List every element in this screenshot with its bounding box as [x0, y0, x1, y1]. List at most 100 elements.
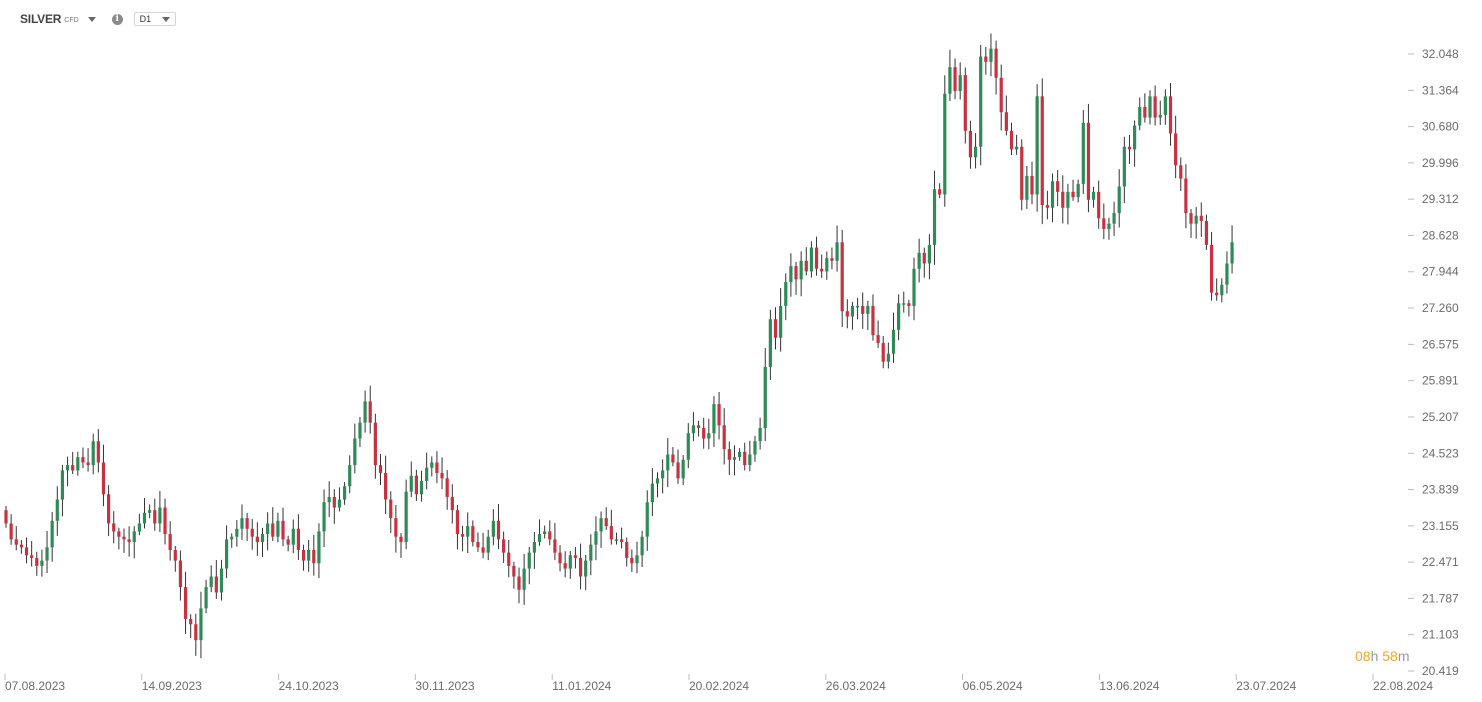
candle-219[interactable] [1127, 134, 1132, 165]
candle-151[interactable] [779, 288, 783, 352]
candle-193[interactable] [994, 40, 998, 95]
candle-225[interactable] [1158, 100, 1162, 126]
candle-61[interactable] [317, 523, 321, 579]
candle-98[interactable] [507, 539, 511, 578]
candle-91[interactable] [471, 520, 475, 547]
candle-50[interactable] [260, 527, 265, 558]
candle-5[interactable] [30, 541, 34, 567]
candle-62[interactable] [322, 489, 326, 548]
candle-132[interactable] [681, 455, 685, 486]
candle-142[interactable] [732, 445, 737, 476]
candle-201[interactable] [1035, 84, 1039, 212]
candle-191[interactable] [984, 46, 988, 75]
candle-87[interactable] [450, 484, 454, 524]
candle-0[interactable] [4, 505, 8, 528]
candle-170[interactable] [876, 320, 880, 348]
candle-186[interactable] [958, 62, 962, 100]
candle-11[interactable] [60, 464, 65, 517]
candle-33[interactable] [173, 545, 177, 572]
candle-190[interactable] [979, 44, 983, 166]
candle-75[interactable] [389, 491, 393, 534]
candle-134[interactable] [691, 411, 696, 442]
candle-27[interactable] [142, 497, 147, 529]
candle-12[interactable] [65, 456, 70, 487]
candle-14[interactable] [76, 451, 80, 476]
candle-141[interactable] [727, 441, 731, 476]
candle-167[interactable] [861, 292, 865, 329]
candle-64[interactable] [332, 489, 336, 524]
candle-72[interactable] [373, 413, 377, 479]
candle-218[interactable] [1122, 136, 1126, 204]
candle-79[interactable] [409, 461, 413, 498]
candle-24[interactable] [127, 526, 131, 557]
candle-43[interactable] [224, 525, 229, 579]
candle-1[interactable] [9, 514, 13, 545]
candle-237[interactable] [1220, 278, 1224, 303]
candle-174[interactable] [897, 294, 901, 341]
candle-38[interactable] [199, 591, 203, 659]
candle-207[interactable] [1066, 183, 1070, 225]
candle-97[interactable] [502, 531, 506, 563]
candle-171[interactable] [881, 335, 885, 369]
candle-119[interactable] [614, 532, 619, 545]
candle-163[interactable] [840, 229, 844, 328]
candle-220[interactable] [1133, 120, 1137, 167]
candle-128[interactable] [661, 459, 665, 494]
candle-162[interactable] [835, 225, 839, 272]
candle-164[interactable] [845, 299, 849, 329]
candle-196[interactable] [1009, 122, 1014, 156]
candle-89[interactable] [460, 525, 465, 552]
candle-21[interactable] [112, 511, 116, 544]
candle-200[interactable] [1030, 161, 1034, 205]
candle-234[interactable] [1204, 214, 1209, 250]
candle-68[interactable] [353, 423, 357, 474]
candle-233[interactable] [1199, 202, 1203, 237]
candle-51[interactable] [266, 512, 270, 551]
candle-117[interactable] [604, 507, 608, 530]
candle-40[interactable] [209, 565, 213, 593]
candle-126[interactable] [650, 468, 654, 517]
symbol-name[interactable]: SILVER [20, 12, 62, 26]
candle-45[interactable] [235, 520, 239, 547]
candle-226[interactable] [1163, 89, 1167, 125]
candle-138[interactable] [712, 396, 716, 447]
candle-32[interactable] [168, 521, 172, 561]
candle-26[interactable] [137, 513, 141, 536]
candle-16[interactable] [86, 448, 90, 472]
candle-4[interactable] [24, 537, 29, 564]
candle-147[interactable] [758, 417, 762, 450]
candle-133[interactable] [686, 423, 690, 469]
candle-213[interactable] [1097, 180, 1101, 229]
candle-192[interactable] [989, 33, 993, 77]
candle-37[interactable] [194, 613, 198, 656]
candle-181[interactable] [932, 170, 937, 265]
candle-172[interactable] [886, 342, 890, 369]
candle-102[interactable] [527, 546, 531, 585]
candle-70[interactable] [363, 390, 367, 433]
candle-8[interactable] [45, 531, 49, 573]
candle-116[interactable] [599, 511, 603, 548]
candle-84[interactable] [435, 451, 439, 484]
candle-122[interactable] [630, 549, 634, 572]
candle-55[interactable] [286, 535, 290, 552]
candle-113[interactable] [584, 554, 588, 591]
candle-41[interactable] [214, 559, 218, 599]
info-icon[interactable]: i [111, 13, 123, 25]
candle-183[interactable] [943, 75, 947, 207]
symbol-dropdown-icon[interactable] [87, 16, 96, 22]
candle-204[interactable] [1050, 173, 1055, 223]
candle-177[interactable] [912, 257, 916, 321]
candle-137[interactable] [707, 418, 711, 450]
candle-69[interactable] [358, 416, 362, 448]
candle-29[interactable] [153, 498, 157, 531]
candle-160[interactable] [825, 251, 829, 280]
candle-189[interactable] [973, 133, 978, 169]
candle-115[interactable] [594, 516, 598, 561]
candle-49[interactable] [255, 522, 259, 556]
candle-224[interactable] [1153, 85, 1157, 126]
candle-150[interactable] [773, 307, 778, 350]
candle-232[interactable] [1194, 207, 1198, 239]
candle-7[interactable] [40, 549, 44, 577]
candle-152[interactable] [784, 273, 788, 321]
candle-143[interactable] [737, 448, 742, 461]
